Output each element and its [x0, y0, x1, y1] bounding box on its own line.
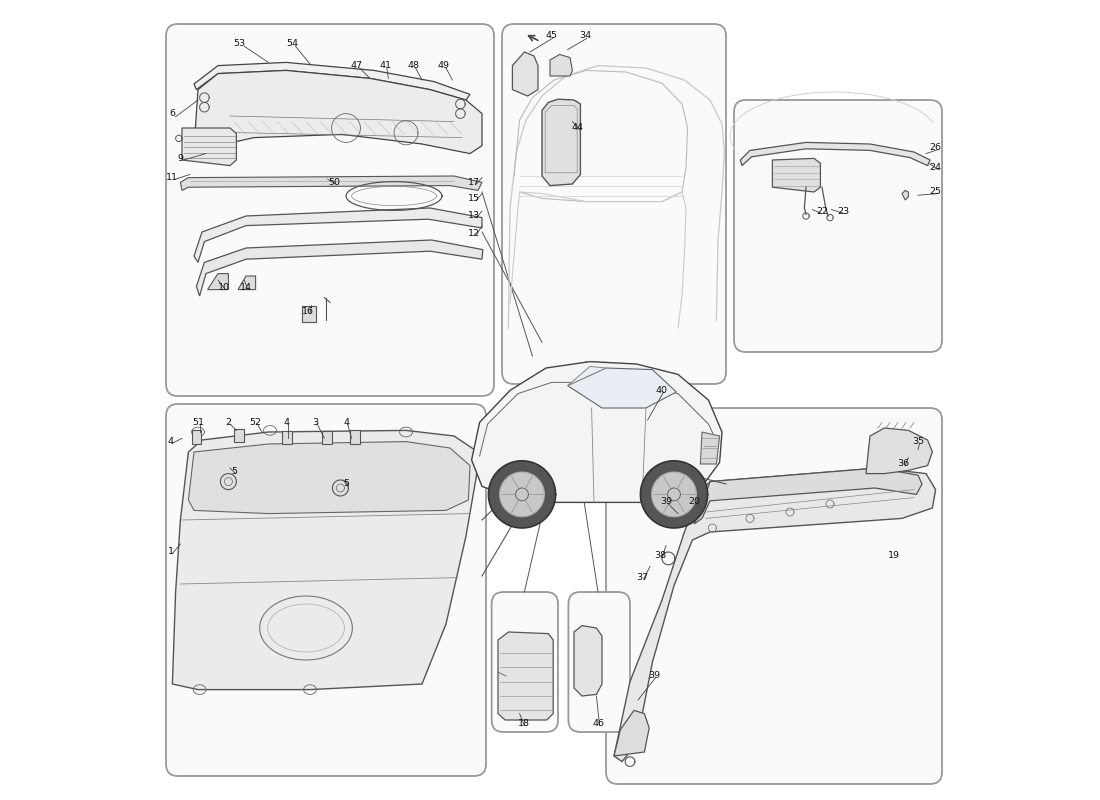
Polygon shape [180, 176, 482, 190]
Polygon shape [651, 472, 696, 517]
Text: eurospares: eurospares [517, 184, 695, 248]
Text: 4: 4 [168, 437, 174, 446]
Text: 48: 48 [408, 61, 420, 70]
Polygon shape [173, 430, 478, 690]
FancyBboxPatch shape [166, 24, 494, 396]
Text: 9: 9 [177, 154, 184, 163]
FancyBboxPatch shape [502, 24, 726, 384]
Text: 37: 37 [636, 573, 648, 582]
Text: 23: 23 [837, 207, 849, 217]
Text: 52: 52 [250, 418, 262, 427]
Text: 3: 3 [312, 418, 319, 427]
Text: 36: 36 [898, 459, 910, 469]
Text: 40: 40 [656, 386, 668, 395]
Polygon shape [694, 468, 922, 524]
Polygon shape [194, 62, 470, 100]
Polygon shape [194, 208, 482, 262]
Text: 11: 11 [166, 173, 178, 182]
Polygon shape [513, 52, 538, 96]
Text: 6: 6 [169, 109, 175, 118]
Polygon shape [542, 99, 581, 186]
Text: 2: 2 [226, 418, 231, 427]
Polygon shape [194, 70, 482, 154]
Text: 47: 47 [351, 61, 362, 70]
Polygon shape [568, 368, 676, 408]
Text: 4: 4 [343, 418, 349, 427]
Polygon shape [614, 710, 649, 756]
Polygon shape [498, 632, 553, 720]
Text: 46: 46 [593, 719, 605, 729]
Text: 4: 4 [283, 418, 289, 427]
Polygon shape [550, 54, 572, 76]
Text: 16: 16 [302, 307, 315, 317]
Polygon shape [182, 128, 236, 166]
Text: 39: 39 [660, 497, 672, 506]
Text: 39: 39 [648, 671, 660, 681]
Polygon shape [188, 442, 470, 514]
Polygon shape [208, 274, 229, 290]
Polygon shape [238, 276, 255, 290]
Text: eurospares: eurospares [678, 560, 855, 624]
Text: 20: 20 [688, 497, 700, 506]
Polygon shape [488, 461, 556, 528]
Polygon shape [574, 626, 602, 696]
Text: 15: 15 [468, 194, 480, 203]
Polygon shape [772, 158, 821, 192]
FancyBboxPatch shape [606, 408, 942, 784]
Text: 41: 41 [379, 61, 392, 70]
Text: 12: 12 [468, 229, 480, 238]
Text: 54: 54 [286, 39, 298, 49]
Polygon shape [282, 431, 292, 444]
Text: 19: 19 [888, 551, 900, 561]
Polygon shape [191, 430, 201, 444]
Text: 35: 35 [912, 437, 924, 446]
Text: 10: 10 [218, 283, 230, 293]
Polygon shape [197, 240, 483, 296]
Text: 18: 18 [518, 719, 530, 729]
Text: 14: 14 [240, 283, 252, 293]
Polygon shape [614, 468, 936, 762]
Text: 49: 49 [438, 61, 450, 70]
Polygon shape [350, 430, 360, 444]
Text: eurospares: eurospares [234, 175, 410, 257]
Polygon shape [302, 306, 317, 322]
Text: 5: 5 [231, 467, 236, 477]
Polygon shape [472, 362, 722, 502]
Polygon shape [640, 461, 707, 528]
Text: 44: 44 [572, 123, 584, 133]
Text: eurospares: eurospares [221, 563, 399, 621]
FancyBboxPatch shape [166, 404, 486, 776]
Text: 45: 45 [546, 31, 558, 41]
Text: 17: 17 [468, 178, 480, 187]
Polygon shape [902, 190, 909, 200]
Text: 13: 13 [468, 211, 480, 221]
Text: 22: 22 [816, 207, 828, 217]
Polygon shape [499, 472, 544, 517]
Polygon shape [322, 431, 331, 444]
FancyBboxPatch shape [492, 592, 558, 732]
Text: 51: 51 [192, 418, 204, 427]
Text: 26: 26 [930, 143, 942, 153]
Text: 5: 5 [343, 479, 349, 489]
Text: 50: 50 [328, 178, 340, 187]
Text: 53: 53 [233, 39, 245, 49]
Text: 1: 1 [168, 547, 174, 557]
Text: 38: 38 [654, 551, 667, 561]
Text: 25: 25 [930, 187, 942, 197]
Text: 24: 24 [930, 163, 942, 173]
Polygon shape [234, 429, 243, 442]
Polygon shape [866, 428, 933, 474]
Polygon shape [740, 142, 930, 166]
Text: 34: 34 [579, 31, 592, 41]
Polygon shape [701, 432, 719, 464]
Polygon shape [568, 366, 606, 386]
FancyBboxPatch shape [569, 592, 630, 732]
FancyBboxPatch shape [734, 100, 942, 352]
